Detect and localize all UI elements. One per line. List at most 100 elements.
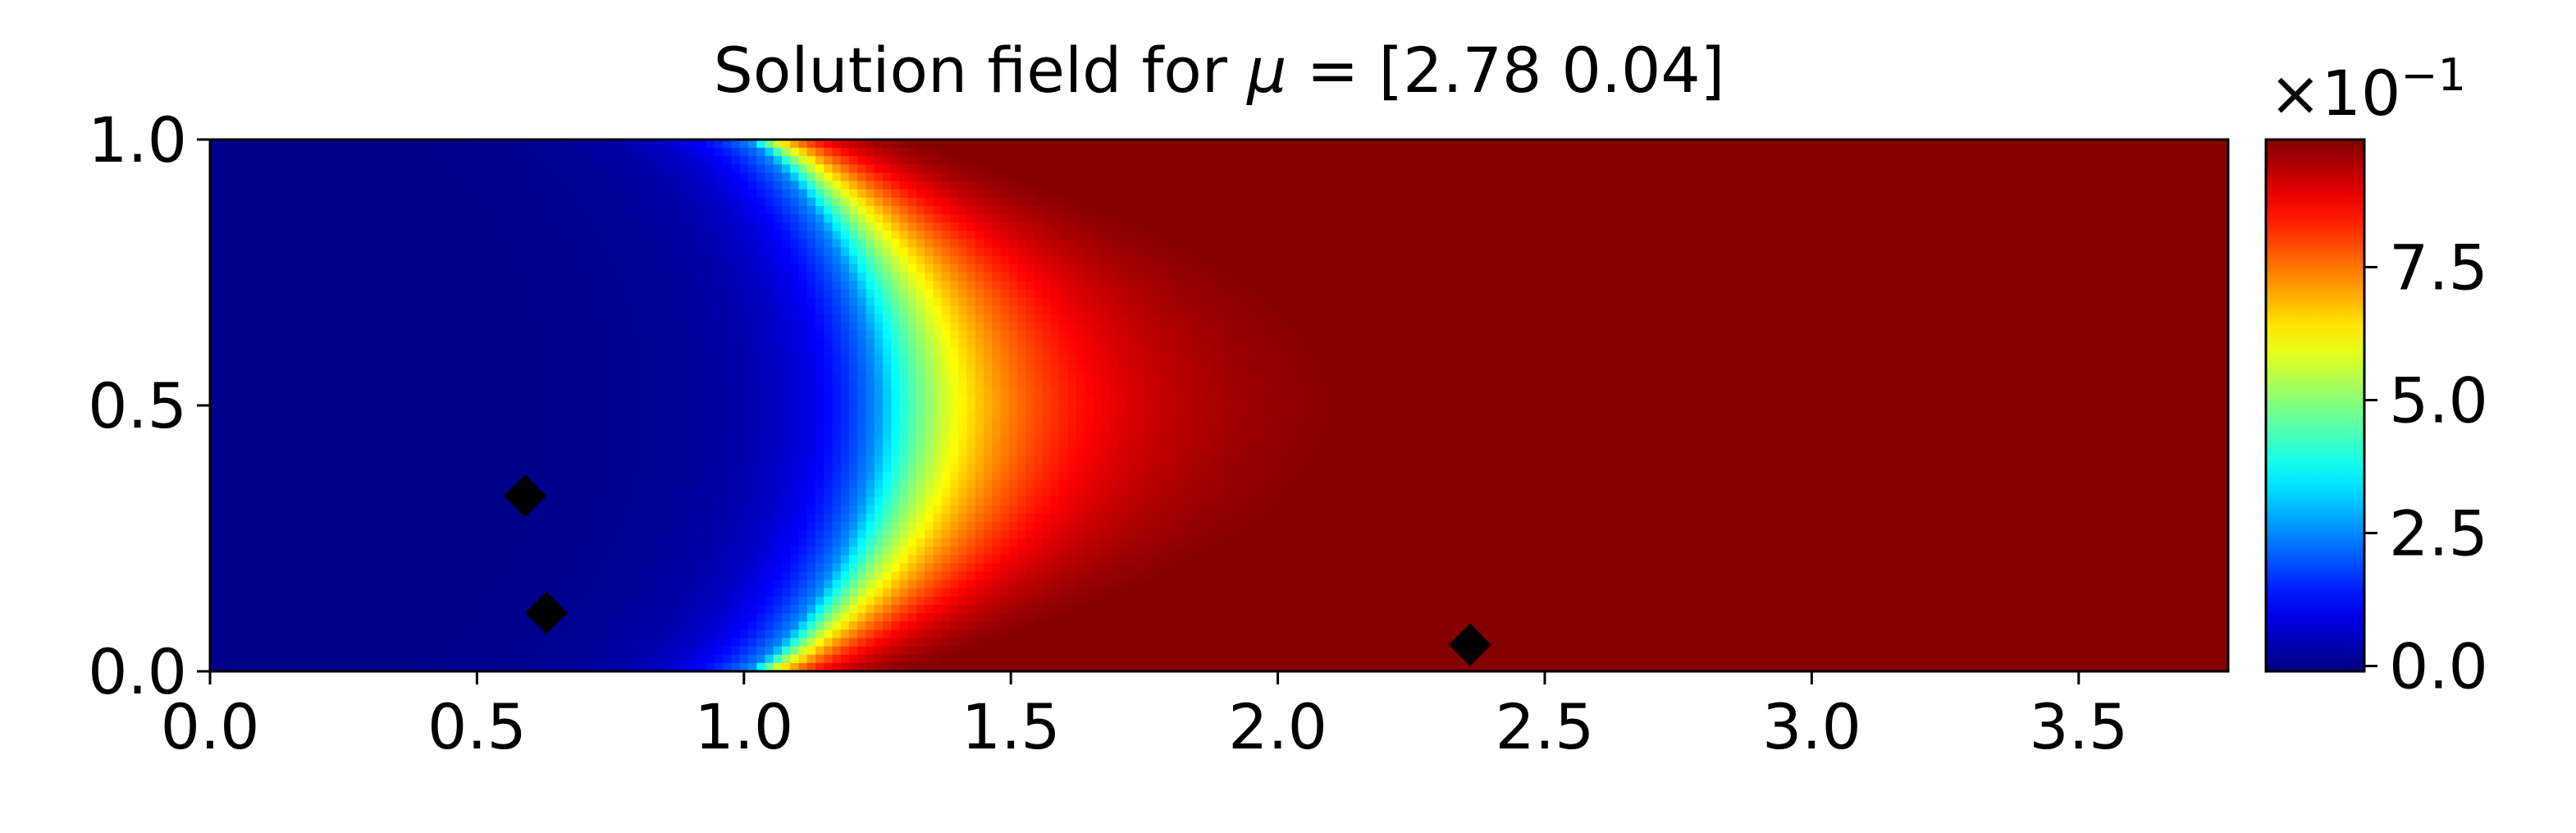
heatmap-cell <box>891 206 901 215</box>
heatmap-cell <box>436 197 446 207</box>
heatmap-cell <box>2009 255 2019 265</box>
heatmap-cell <box>2127 164 2137 174</box>
heatmap-cell <box>1303 181 1313 190</box>
heatmap-cell <box>1841 197 1851 207</box>
heatmap-cell <box>756 214 766 224</box>
heatmap-cell <box>1513 140 1523 149</box>
heatmap-cell <box>487 206 497 215</box>
heatmap-cell <box>622 247 632 257</box>
heatmap-cell <box>849 263 859 273</box>
heatmap-cell <box>563 214 573 224</box>
heatmap-cell <box>1370 281 1380 291</box>
heatmap-cell <box>487 272 497 281</box>
heatmap-cell <box>2177 263 2187 273</box>
heatmap-cell <box>218 181 228 190</box>
heatmap-cell <box>504 222 514 232</box>
heatmap-cell <box>529 289 539 299</box>
heatmap-cell <box>2161 172 2171 182</box>
heatmap-cell <box>345 140 354 149</box>
heatmap-cell <box>1370 206 1380 215</box>
heatmap-cell <box>1269 189 1279 199</box>
heatmap-cell <box>1168 297 1178 307</box>
heatmap-cell <box>1421 281 1431 291</box>
heatmap-cell <box>925 222 934 232</box>
heatmap-cell <box>2144 140 2154 149</box>
heatmap-cell <box>824 140 834 149</box>
heatmap-cell <box>428 289 438 299</box>
heatmap-cell <box>1429 172 1439 182</box>
heatmap-cell <box>1000 181 1010 190</box>
heatmap-cell <box>1883 214 1893 224</box>
heatmap-cell <box>605 181 614 190</box>
heatmap-cell <box>1665 172 1674 182</box>
heatmap-cell <box>1538 239 1548 249</box>
heatmap-cell <box>302 247 312 257</box>
heatmap-cell <box>2211 172 2221 182</box>
heatmap-cell <box>647 239 657 249</box>
heatmap-cell <box>1395 214 1405 224</box>
heatmap-cell <box>226 172 236 182</box>
heatmap-cell <box>1202 255 1212 265</box>
heatmap-cell <box>2110 255 2120 265</box>
heatmap-cell <box>386 255 396 265</box>
heatmap-cell <box>1841 281 1851 291</box>
heatmap-cell <box>689 297 699 307</box>
heatmap-cell <box>1673 189 1683 199</box>
heatmap-cell <box>412 263 422 273</box>
heatmap-cell <box>1185 289 1195 299</box>
heatmap-cell <box>715 305 724 315</box>
heatmap-cell <box>958 255 968 265</box>
heatmap-cell <box>369 172 379 182</box>
heatmap-cell <box>1253 189 1263 199</box>
heatmap-cell <box>1437 172 1447 182</box>
heatmap-cell <box>1093 263 1103 273</box>
heatmap-cell <box>1421 214 1431 224</box>
heatmap-cell <box>849 156 859 166</box>
heatmap-cell <box>1354 206 1363 215</box>
heatmap-cell <box>277 189 287 199</box>
heatmap-cell <box>2144 214 2154 224</box>
heatmap-cell <box>504 189 514 199</box>
heatmap-cell <box>555 164 564 174</box>
heatmap-cell <box>1866 272 1876 281</box>
heatmap-cell <box>2094 197 2103 207</box>
heatmap-cell <box>1849 206 1859 215</box>
heatmap-cell <box>2001 289 2011 299</box>
heatmap-cell <box>2035 239 2044 249</box>
heatmap-cell <box>1564 214 1573 224</box>
heatmap-cell <box>984 172 993 182</box>
heatmap-cell <box>1816 305 1825 315</box>
heatmap-cell <box>563 222 573 232</box>
heatmap-cell <box>622 263 632 273</box>
heatmap-cell <box>1109 164 1119 174</box>
heatmap-cell <box>1429 239 1439 249</box>
heatmap-cell <box>504 239 514 249</box>
heatmap-cell <box>428 172 438 182</box>
heatmap-cell <box>1185 281 1195 291</box>
heatmap-cell <box>2219 148 2228 158</box>
heatmap-cell <box>487 164 497 174</box>
heatmap-cell <box>588 189 598 199</box>
heatmap-cell <box>1580 297 1590 307</box>
heatmap-cell <box>1807 172 1817 182</box>
heatmap-cell <box>2195 214 2204 224</box>
heatmap-cell <box>1244 297 1254 307</box>
heatmap-cell <box>2060 289 2070 299</box>
heatmap-cell <box>765 247 774 257</box>
heatmap-cell <box>2001 272 2011 281</box>
heatmap-cell <box>840 197 850 207</box>
heatmap-cell <box>1345 239 1354 249</box>
heatmap-cell <box>395 164 404 174</box>
heatmap-cell <box>1404 272 1414 281</box>
heatmap-cell <box>420 156 430 166</box>
heatmap-cell <box>529 255 539 265</box>
heatmap-cell <box>1925 231 1935 240</box>
heatmap-cell <box>1025 281 1035 291</box>
heatmap-cell <box>454 197 464 207</box>
heatmap-cell <box>1000 197 1010 207</box>
heatmap-cell <box>907 263 917 273</box>
heatmap-cell <box>2161 140 2171 149</box>
heatmap-cell <box>1589 231 1599 240</box>
heatmap-cell <box>933 247 943 257</box>
heatmap-cell <box>1051 206 1061 215</box>
